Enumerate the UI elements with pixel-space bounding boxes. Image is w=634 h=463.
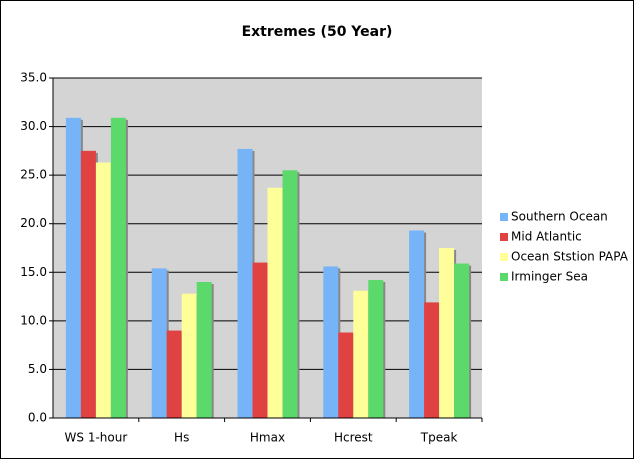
y-tick-label: 30.0 (20, 119, 47, 133)
x-tick-label: Hmax (250, 431, 285, 445)
bar (110, 117, 126, 418)
y-tick-label: 0.0 (28, 411, 47, 425)
bar (338, 332, 354, 418)
legend-label: Mid Atlantic (511, 230, 582, 244)
legend-swatch (500, 233, 508, 241)
x-tick-label: Hs (174, 431, 189, 445)
bar (424, 302, 440, 418)
y-tick-label: 10.0 (20, 313, 47, 327)
legend-label: Ocean Ststion PAPA (511, 250, 629, 264)
legend-swatch (500, 273, 508, 281)
bar (80, 150, 96, 418)
y-tick-label: 20.0 (20, 216, 47, 230)
legend-label: Southern Ocean (511, 210, 608, 224)
bar (151, 268, 167, 418)
y-tick-label: 25.0 (20, 168, 47, 182)
bar (95, 162, 111, 418)
bar (166, 330, 182, 418)
bar (323, 266, 339, 418)
chart-title: Extremes (50 Year) (242, 24, 393, 40)
bar (267, 187, 283, 418)
bar (454, 263, 470, 418)
legend-swatch (500, 253, 508, 261)
y-tick-label: 5.0 (28, 362, 47, 376)
x-tick-label: Tpeak (420, 431, 458, 445)
legend-swatch (500, 213, 508, 221)
bar (353, 290, 369, 418)
x-tick-label: Hcrest (334, 431, 373, 445)
bar (65, 117, 81, 418)
y-tick-label: 15.0 (20, 265, 47, 279)
x-tick-label: WS 1-hour (65, 431, 128, 445)
bar (252, 262, 268, 418)
bar (409, 230, 425, 418)
bar (196, 282, 212, 418)
bar (282, 170, 298, 418)
y-tick-label: 35.0 (20, 71, 47, 85)
bar (181, 293, 197, 418)
bar (368, 280, 384, 418)
bar (237, 148, 253, 418)
legend-label: Irminger Sea (511, 270, 588, 284)
bar (439, 248, 455, 418)
